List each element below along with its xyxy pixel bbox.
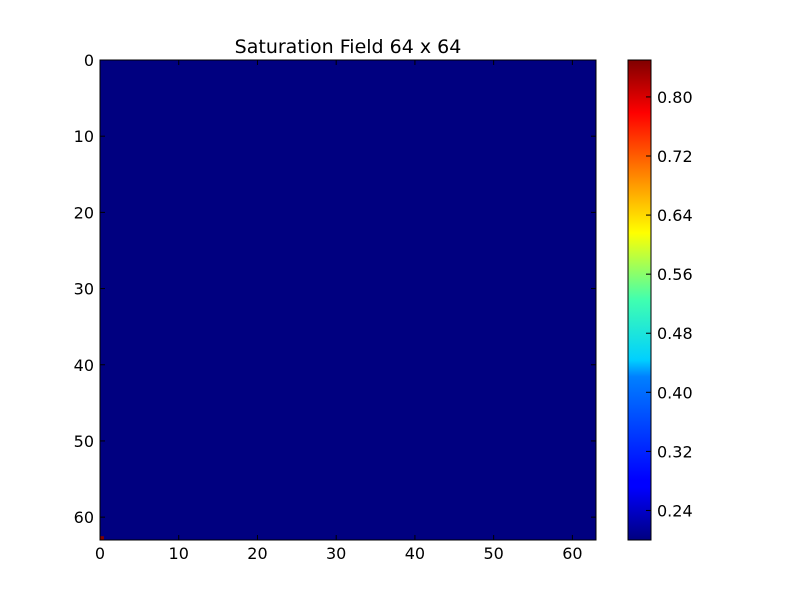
colorbar-tick-label: 0.72 <box>657 147 693 166</box>
colorbar-tick-label: 0.56 <box>657 265 693 284</box>
y-tick-label: 10 <box>74 127 94 146</box>
x-tick-label: 50 <box>483 544 503 563</box>
heatmap-cell-0 <box>100 536 104 540</box>
x-tick-label: 20 <box>247 544 267 563</box>
x-tick-label: 0 <box>95 544 105 563</box>
colorbar-frame <box>627 59 652 541</box>
chart-title: Saturation Field 64 x 64 <box>235 36 462 58</box>
x-tick-label: 40 <box>405 544 425 563</box>
colorbar-tick-label: 0.24 <box>657 501 693 520</box>
plot-frame <box>99 59 597 541</box>
y-tick-label: 60 <box>74 508 94 527</box>
y-tick-label: 30 <box>74 280 94 299</box>
heatmap-area <box>99 59 597 541</box>
x-tick-label: 10 <box>169 544 189 563</box>
heatmap-background <box>100 60 596 540</box>
colorbar-tick-label: 0.48 <box>657 324 693 343</box>
x-axis: 0 10 20 30 40 50 60 <box>95 60 583 563</box>
colorbar-tick-label: 0.32 <box>657 442 693 461</box>
x-tick-label: 30 <box>326 544 346 563</box>
y-tick-label: 0 <box>84 51 94 70</box>
colorbar-tick-label: 0.40 <box>657 383 693 402</box>
y-tick-label: 50 <box>74 432 94 451</box>
y-axis: 0 10 20 30 40 50 60 <box>74 51 596 527</box>
x-tick-label: 60 <box>562 544 582 563</box>
colorbar-axis: 0.24 0.32 0.40 0.48 0.56 0.64 0.72 0.80 <box>646 88 693 520</box>
y-tick-label: 40 <box>74 356 94 375</box>
colorbar-tick-label: 0.64 <box>657 206 693 225</box>
y-tick-label: 20 <box>74 203 94 222</box>
colorbar-tick-label: 0.80 <box>657 88 693 107</box>
colorbar-gradient <box>628 60 651 540</box>
